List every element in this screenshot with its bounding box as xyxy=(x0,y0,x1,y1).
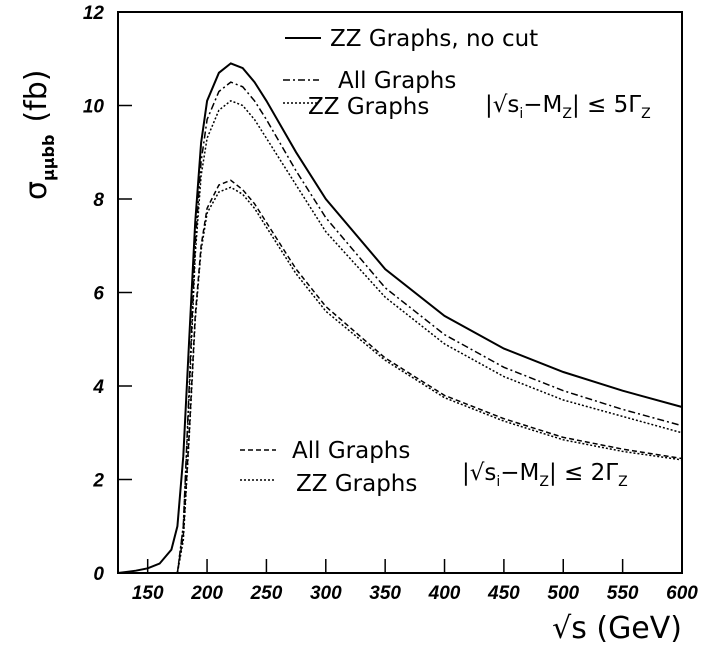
legend-label: ZZ Graphs xyxy=(296,471,417,497)
cut-annotation: |√si−MZ| ≤ 5ΓZ xyxy=(485,92,651,122)
y-tick-label: 2 xyxy=(92,471,104,492)
y-label-symbol: σ xyxy=(19,181,54,200)
x-tick-label: 550 xyxy=(607,583,639,604)
x-tick-label: 300 xyxy=(310,583,342,604)
series-line xyxy=(118,99,683,574)
x-tick-label: 400 xyxy=(428,583,461,604)
y-tick-label: 4 xyxy=(92,377,104,398)
y-axis-label: σμμbb (fb) xyxy=(19,70,58,200)
annotation-text: |√s xyxy=(462,460,496,486)
annotation-subscript: Z xyxy=(539,474,549,490)
x-tick-label: 200 xyxy=(190,583,223,604)
y-tick-label: 10 xyxy=(83,97,105,118)
annotation-subscript: Z xyxy=(641,106,651,122)
y-label-subscript: μμbb xyxy=(39,135,58,181)
annotation-subscript: Z xyxy=(618,474,628,490)
annotation-text: |√s xyxy=(485,92,519,118)
annotation-text: | ≤ 2Γ xyxy=(549,460,618,486)
x-tick-label: 600 xyxy=(666,583,698,604)
legend-label: ZZ Graphs, no cut xyxy=(330,26,538,52)
y-tick-label: 8 xyxy=(93,190,104,211)
x-tick-label: 250 xyxy=(250,583,283,604)
legend-label: ZZ Graphs xyxy=(308,94,429,120)
annotation-subscript: i xyxy=(496,474,500,490)
legend-label: All Graphs xyxy=(338,68,456,94)
x-axis-label: √s (GeV) xyxy=(552,611,682,646)
annotation-text: | ≤ 5Γ xyxy=(572,92,641,118)
series-line xyxy=(118,186,683,574)
annotation-text: −M xyxy=(523,92,562,118)
y-tick-label: 12 xyxy=(83,3,105,24)
cut-annotation: |√si−MZ| ≤ 2ΓZ xyxy=(462,460,628,490)
legend-label: All Graphs xyxy=(292,438,410,464)
y-label-unit: (fb) xyxy=(19,70,54,123)
series-line xyxy=(117,62,683,574)
x-tick-label: 350 xyxy=(369,583,401,604)
annotation-subscript: Z xyxy=(562,106,572,122)
x-tick-label: 500 xyxy=(547,583,579,604)
series-line xyxy=(118,81,683,574)
annotation-subscript: i xyxy=(519,106,523,122)
y-tick-label: 0 xyxy=(93,564,104,585)
x-tick-label: 450 xyxy=(487,583,520,604)
y-tick-label: 6 xyxy=(93,284,104,305)
series-line xyxy=(118,179,683,574)
x-tick-label: 150 xyxy=(132,583,164,604)
annotation-text: −M xyxy=(500,460,539,486)
